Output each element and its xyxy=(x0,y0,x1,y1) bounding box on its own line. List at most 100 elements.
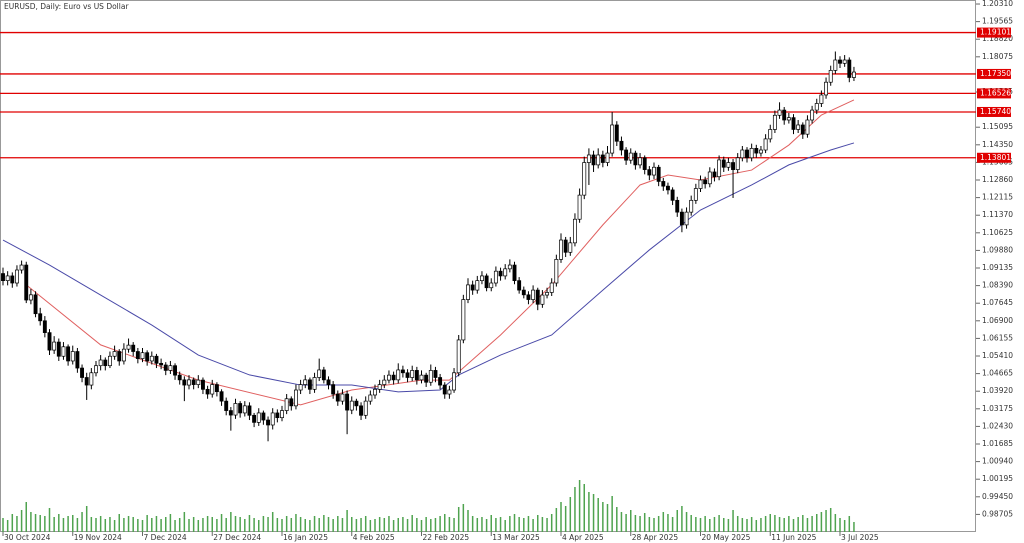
candle-body xyxy=(89,372,94,386)
candle-body xyxy=(461,299,466,341)
volume-bar xyxy=(592,494,595,532)
volume-bar xyxy=(95,518,97,532)
volume-bar xyxy=(244,519,246,532)
candle-body xyxy=(317,369,322,378)
volume-bar xyxy=(430,519,432,532)
y-tick-label: 1.03175 xyxy=(982,404,1013,413)
volume-bar xyxy=(420,520,423,532)
level-label: 1.16526 xyxy=(980,88,1011,97)
volume-bar xyxy=(690,515,692,532)
candle-body xyxy=(605,152,610,163)
volume-bar xyxy=(527,516,530,532)
volume-bar xyxy=(546,518,548,532)
candle-body xyxy=(526,294,531,300)
candle-body xyxy=(782,109,787,121)
candle-body xyxy=(298,384,303,391)
volume-bar xyxy=(788,516,790,532)
volume-bar xyxy=(606,504,609,532)
candle-body xyxy=(754,148,759,154)
candle-body xyxy=(442,384,447,395)
volume-bar xyxy=(155,516,158,532)
candle-body xyxy=(689,199,694,213)
volume-bar xyxy=(569,497,572,532)
candle-body xyxy=(814,103,819,111)
candle-body xyxy=(247,405,252,416)
volume-bar xyxy=(550,514,553,532)
x-tick-label: 11 Jun 2025 xyxy=(771,533,816,542)
volume-bar xyxy=(820,512,823,532)
candle-body xyxy=(228,410,233,416)
candle-body xyxy=(10,275,15,284)
level-tag xyxy=(977,68,1011,79)
volume-bar xyxy=(99,516,102,532)
volume-bar xyxy=(541,517,544,532)
moving-average xyxy=(2,142,855,393)
y-tick-label: 1.00940 xyxy=(982,457,1013,466)
candle-body xyxy=(261,412,266,421)
candle-body xyxy=(786,117,791,121)
candle-body xyxy=(517,280,522,291)
volume-bar xyxy=(792,519,795,532)
volume-bar xyxy=(611,496,613,532)
candle-body xyxy=(187,379,191,386)
volume-bar xyxy=(462,504,465,532)
plot-frame xyxy=(0,0,976,532)
volume-bar xyxy=(825,510,827,532)
candle-body xyxy=(326,379,331,385)
candle-body xyxy=(772,114,777,130)
candle-body xyxy=(52,341,57,351)
candle-body xyxy=(340,393,345,402)
candle-body xyxy=(498,270,503,277)
candle-body xyxy=(545,292,550,296)
volume-bar xyxy=(774,515,776,532)
volume-bar xyxy=(2,518,4,532)
volume-bar xyxy=(355,519,358,532)
volume-bar xyxy=(750,517,753,532)
candle-body xyxy=(177,374,182,381)
y-tick-label: 0.98705 xyxy=(982,509,1013,518)
volume-bar xyxy=(48,508,51,532)
candle-body xyxy=(1,273,5,281)
y-tick-label: 1.02430 xyxy=(982,421,1013,430)
volume-bar xyxy=(564,506,567,532)
volume-bar xyxy=(271,512,274,532)
candle-body xyxy=(191,379,196,385)
volume-bar xyxy=(764,516,767,532)
candle-body xyxy=(712,171,717,178)
candle-body xyxy=(796,124,801,130)
x-tick-label: 19 Nov 2024 xyxy=(74,533,122,542)
volume-bar xyxy=(285,516,288,532)
volume-bar xyxy=(323,515,325,532)
volume-bar xyxy=(681,506,683,532)
candle-body xyxy=(131,344,136,352)
candle-body xyxy=(42,320,47,333)
candle-body xyxy=(675,199,680,213)
candle-body xyxy=(572,218,577,244)
volume-bar xyxy=(643,513,646,532)
volume-bar xyxy=(671,517,674,532)
volume-bar xyxy=(262,516,265,532)
candle-body xyxy=(824,81,829,96)
volume-bar xyxy=(192,517,195,532)
volume-bar xyxy=(76,518,79,532)
candle-body xyxy=(266,419,271,426)
volume-bar xyxy=(178,518,181,532)
volume-bar xyxy=(72,515,74,532)
candle-body xyxy=(735,157,740,170)
volume-bar xyxy=(392,520,395,532)
volume-bar xyxy=(90,517,93,532)
volume-bar xyxy=(104,519,107,532)
candle-body xyxy=(126,344,131,350)
volume-bar xyxy=(616,507,618,532)
volume-bar xyxy=(183,512,186,532)
volume-bar xyxy=(225,518,227,532)
y-tick-label: 1.01685 xyxy=(982,439,1013,448)
volume-bar xyxy=(713,517,716,532)
volume-bar xyxy=(648,517,651,532)
candle-body xyxy=(493,270,498,284)
volume-bar xyxy=(495,518,497,532)
candle-body xyxy=(38,313,43,322)
volume-bar xyxy=(406,519,409,532)
candle-body xyxy=(842,59,847,64)
